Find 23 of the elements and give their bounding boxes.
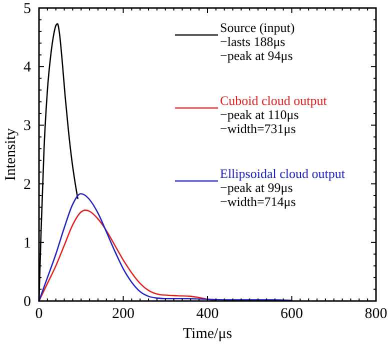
annotation: −peak at 110μs — [220, 107, 299, 122]
y-axis-title: Intensity — [3, 128, 19, 181]
y-tick-label: 3 — [24, 118, 31, 134]
annotation: −width=731μs — [220, 121, 296, 136]
y-tick-label: 1 — [24, 235, 31, 252]
legend-label: Cuboid cloud output — [220, 93, 328, 108]
x-tick-label: 400 — [196, 306, 219, 322]
x-axis-title: Time/μs — [182, 326, 232, 342]
annotation: −width=714μs — [220, 194, 296, 209]
annotation: −peak at 99μs — [220, 180, 293, 195]
line-series — [38, 210, 217, 302]
legend-label: Source (input) — [220, 20, 295, 35]
annotation: −lasts 188μs — [220, 34, 286, 49]
y-tick-label: 0 — [24, 294, 31, 310]
x-tick-label: 800 — [364, 306, 388, 322]
x-tick-label: 0 — [35, 306, 43, 322]
y-tick-label: 2 — [24, 176, 31, 193]
x-tick-label: 600 — [280, 306, 303, 322]
x-tick-label: 200 — [112, 306, 134, 322]
annotation: −peak at 94μs — [220, 48, 293, 63]
legend-label: Ellipsoidal cloud output — [220, 166, 346, 181]
y-tick-label: 4 — [24, 60, 32, 76]
y-tick-label: 5 — [24, 1, 31, 17]
